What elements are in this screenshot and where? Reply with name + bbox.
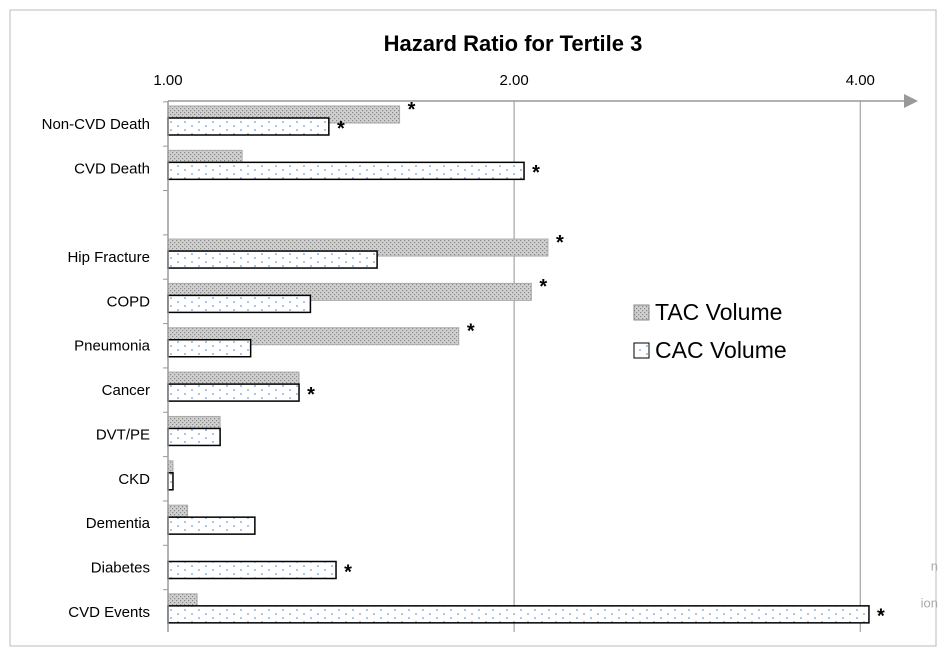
y-tick-label: Cancer: [102, 382, 150, 399]
bar: [167, 472, 174, 491]
bar: [167, 294, 312, 314]
bar: [167, 339, 252, 358]
chart-title: Hazard Ratio for Tertile 3: [384, 31, 643, 56]
bar: [167, 383, 300, 402]
significance-marker: *: [408, 99, 416, 121]
legend-label: TAC Volume: [655, 299, 782, 325]
bar: [167, 560, 337, 580]
legend-swatch: [633, 304, 650, 321]
frame: [9, 9, 937, 647]
significance-marker: *: [532, 162, 540, 184]
bar: [167, 427, 221, 447]
significance-marker: *: [337, 118, 345, 140]
x-tick-label: 2.00: [500, 72, 529, 89]
bar: [167, 605, 870, 624]
significance-marker: *: [307, 384, 315, 406]
x-tick-label: 4.00: [846, 72, 875, 89]
y-tick-label: Non-CVD Death: [42, 116, 150, 133]
significance-marker: *: [539, 276, 547, 298]
y-tick-label: COPD: [107, 293, 151, 310]
legend-swatch: [633, 342, 650, 359]
significance-marker: *: [556, 232, 564, 254]
significance-marker: *: [344, 561, 352, 583]
significance-marker: *: [877, 606, 885, 628]
y-tick-label: Dementia: [86, 515, 151, 532]
bar: [167, 161, 525, 181]
bar: [167, 250, 378, 269]
y-tick-label: CVD Death: [74, 160, 150, 177]
significance-marker: *: [467, 321, 475, 343]
y-tick-label: CKD: [118, 471, 150, 488]
bar: [167, 516, 256, 535]
text-fragment: ion: [921, 595, 938, 610]
y-tick-label: Hip Fracture: [67, 249, 150, 266]
y-tick-label: CVD Events: [68, 604, 150, 621]
text-fragment: n: [931, 558, 938, 573]
y-tick-label: Diabetes: [91, 559, 150, 576]
y-tick-label: Pneumonia: [74, 338, 151, 355]
legend-label: CAC Volume: [655, 337, 787, 363]
axis-arrow: [904, 94, 918, 108]
y-tick-label: DVT/PE: [96, 426, 150, 443]
bar: [167, 117, 330, 136]
x-tick-label: 1.00: [153, 72, 182, 89]
